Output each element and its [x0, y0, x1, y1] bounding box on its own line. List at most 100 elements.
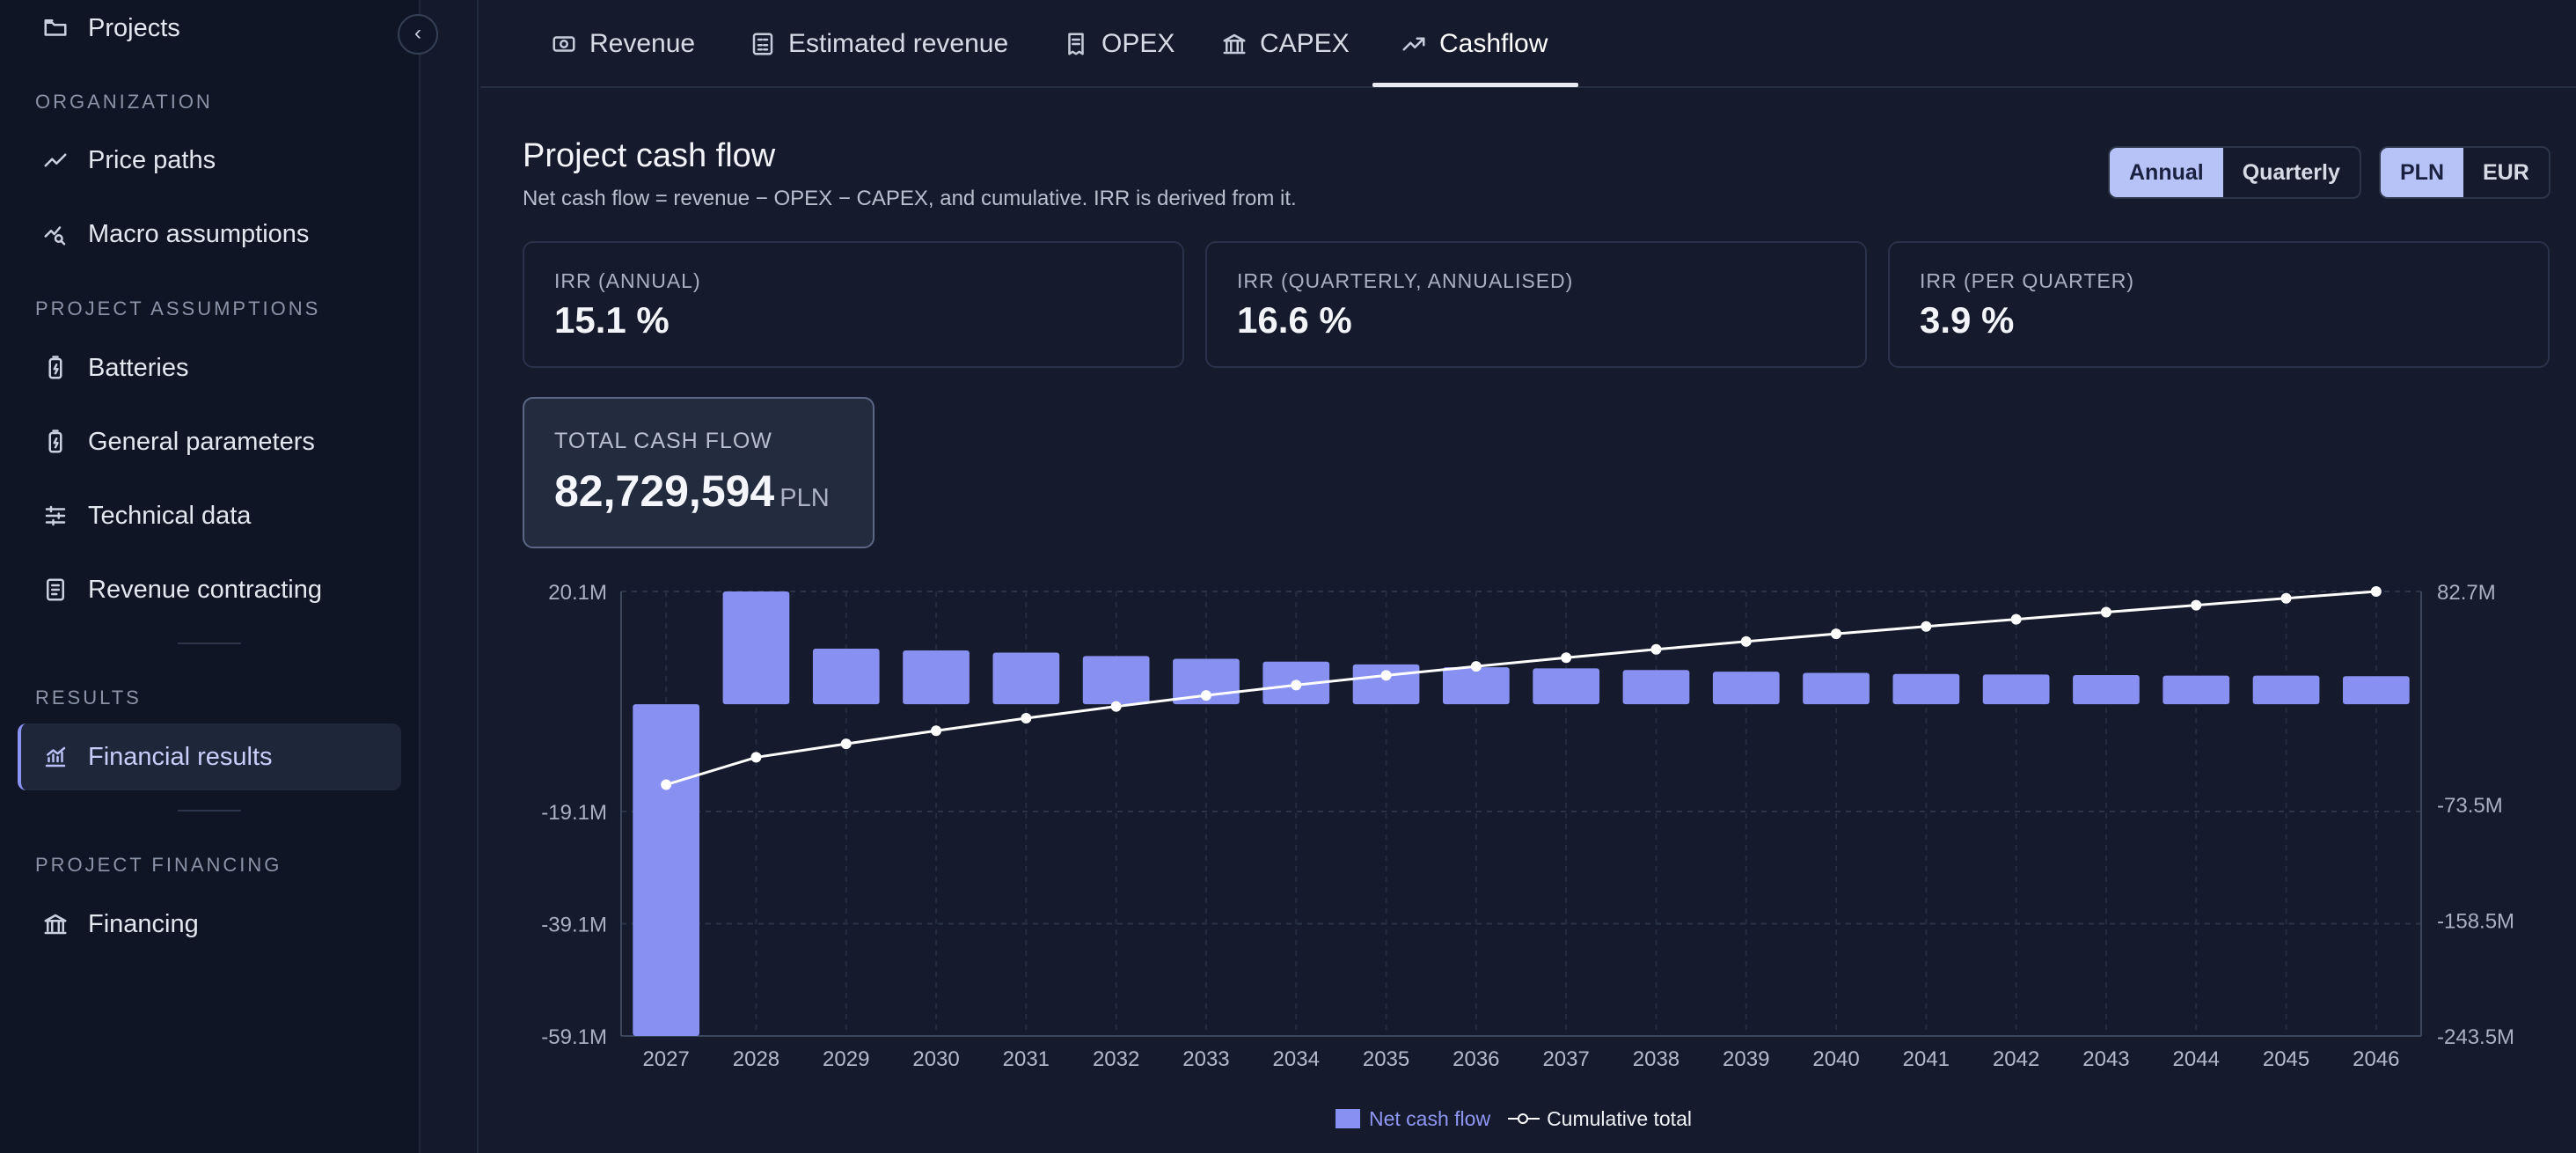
battery-icon: [42, 355, 69, 381]
currency-eur-button[interactable]: EUR: [2483, 160, 2529, 185]
x-tick-label: 2028: [733, 1047, 779, 1071]
y-left-tick-label: -59.1M: [541, 1025, 607, 1049]
sidebar-item-financial-results[interactable]: Financial results: [18, 723, 401, 790]
tab-revenue[interactable]: Revenue: [551, 0, 695, 88]
sidebar-item-projects[interactable]: Projects: [18, 0, 401, 62]
cumulative-total-point: [931, 725, 942, 737]
y-right-tick-label: -73.5M: [2437, 794, 2503, 818]
cumulative-total-line: [665, 590, 2376, 786]
cumulative-total-point: [2100, 606, 2111, 618]
sidebar-item-technical-data[interactable]: Technical data: [18, 482, 401, 549]
sidebar: Projects ORGANIZATION Price paths Macro …: [0, 0, 421, 1153]
chart-legend: Net cash flow Cumulative total: [1336, 1105, 1692, 1132]
x-tick-label: 2037: [1542, 1047, 1589, 1071]
legend-line-swatch: [1508, 1109, 1540, 1128]
bar-net-cash-flow: [1173, 658, 1240, 705]
x-tick-label: 2042: [1993, 1047, 2039, 1071]
cumulative-total-point: [2280, 592, 2292, 604]
bar-net-cash-flow: [2163, 675, 2230, 705]
cumulative-total-point: [1650, 643, 1662, 655]
cumulative-total-point: [750, 752, 762, 763]
sidebar-item-label: General parameters: [88, 427, 315, 456]
bar-net-cash-flow: [2073, 675, 2140, 705]
collapse-sidebar-button[interactable]: ‹: [398, 14, 438, 55]
y-left-tick-label: -39.1M: [541, 913, 607, 936]
y-right-tick-label: 82.7M: [2437, 581, 2496, 605]
sidebar-item-price-paths[interactable]: Price paths: [18, 127, 401, 194]
x-tick-label: 2043: [2082, 1047, 2129, 1071]
x-tick-label: 2039: [1723, 1047, 1769, 1071]
metric-label: IRR (ANNUAL): [554, 269, 701, 292]
sidebar-item-label: Revenue contracting: [88, 575, 322, 604]
sidebar-item-label: Projects: [88, 13, 180, 42]
sidebar-divider: [178, 643, 241, 644]
sidebar-item-macro-assumptions[interactable]: Macro assumptions: [18, 201, 401, 268]
total-cash-flow-card: TOTAL CASH FLOW 82,729,594 PLN: [523, 397, 875, 548]
page-subtitle: Net cash flow = revenue − OPEX − CAPEX, …: [523, 187, 1297, 210]
sidebar-divider: [178, 810, 241, 812]
active-tab-indicator: [1372, 83, 1578, 87]
cumulative-total-point: [1291, 679, 1302, 691]
chart-search-icon: [42, 221, 69, 247]
x-tick-label: 2040: [1812, 1047, 1859, 1071]
sidebar-item-financing[interactable]: Financing: [18, 891, 401, 958]
sidebar-item-general-parameters[interactable]: General parameters: [18, 408, 401, 475]
tab-opex[interactable]: OPEX: [1063, 0, 1175, 88]
tab-estimated-revenue[interactable]: Estimated revenue: [750, 0, 1008, 88]
x-tick-label: 2030: [912, 1047, 959, 1071]
bar-net-cash-flow: [722, 591, 790, 705]
bar-net-cash-flow: [1803, 672, 1870, 705]
x-tick-label: 2031: [1003, 1047, 1050, 1071]
x-tick-label: 2032: [1093, 1047, 1139, 1071]
sidebar-item-label: Financing: [88, 909, 199, 938]
tab-label: Revenue: [589, 29, 696, 58]
tab-label: CAPEX: [1260, 29, 1350, 58]
money-icon: [553, 36, 575, 52]
x-tick-label: 2041: [1903, 1047, 1950, 1071]
section-title-results: RESULTS: [35, 687, 142, 709]
sidebar-item-label: Technical data: [88, 501, 252, 530]
period-annual-button[interactable]: Annual: [2110, 148, 2223, 197]
legend-net-cash-flow[interactable]: Net cash flow: [1369, 1106, 1491, 1130]
period-quarterly-button[interactable]: Quarterly: [2242, 160, 2340, 185]
bar-net-cash-flow: [2342, 676, 2410, 705]
metric-value: 16.6 %: [1237, 299, 1352, 341]
tab-label: Cashflow: [1439, 29, 1548, 58]
cumulative-total-point: [1021, 712, 1032, 723]
page-title: Project cash flow: [523, 137, 776, 174]
folder-icon: [42, 15, 69, 41]
currency-pln-button[interactable]: PLN: [2381, 148, 2463, 197]
tab-bar: Revenue Estimated revenue OPEX CAPEX Cas…: [480, 0, 2576, 88]
period-toggle: Annual Quarterly: [2108, 146, 2361, 199]
bank-icon: [1223, 33, 1246, 55]
tab-capex[interactable]: CAPEX: [1221, 0, 1350, 88]
section-title-project-financing: PROJECT FINANCING: [35, 854, 282, 876]
tab-cashflow[interactable]: Cashflow: [1401, 0, 1548, 88]
calculator-icon: [752, 33, 773, 55]
y-left-tick-label: -19.1M: [541, 801, 607, 825]
x-tick-label: 2033: [1182, 1047, 1229, 1071]
cumulative-total-point: [1470, 661, 1482, 672]
section-title-project-assumptions: PROJECT ASSUMPTIONS: [35, 297, 321, 319]
sidebar-item-label: Financial results: [88, 742, 273, 771]
x-tick-label: 2029: [823, 1047, 869, 1071]
x-tick-label: 2027: [642, 1047, 689, 1071]
content-gutter: [422, 0, 479, 1153]
cumulative-total-point: [1380, 670, 1392, 681]
bar-net-cash-flow: [2252, 675, 2320, 705]
trend-line-icon: [42, 147, 69, 173]
x-tick-label: 2046: [2353, 1047, 2399, 1071]
cumulative-total-point: [2191, 599, 2202, 611]
chart-icon: [42, 744, 69, 770]
x-tick-label: 2034: [1273, 1047, 1320, 1071]
y-right-tick-label: -158.5M: [2437, 909, 2514, 933]
cumulative-total-point: [1831, 628, 1842, 640]
bar-net-cash-flow: [992, 652, 1060, 705]
sidebar-item-batteries[interactable]: Batteries: [18, 334, 401, 401]
sidebar-item-revenue-contracting[interactable]: Revenue contracting: [18, 556, 401, 623]
bar-net-cash-flow: [812, 649, 880, 705]
total-cash-flow-number: 82,729,594: [554, 466, 775, 516]
x-tick-label: 2036: [1453, 1047, 1499, 1071]
legend-cumulative-total[interactable]: Cumulative total: [1547, 1106, 1692, 1130]
document-icon: [42, 576, 69, 603]
